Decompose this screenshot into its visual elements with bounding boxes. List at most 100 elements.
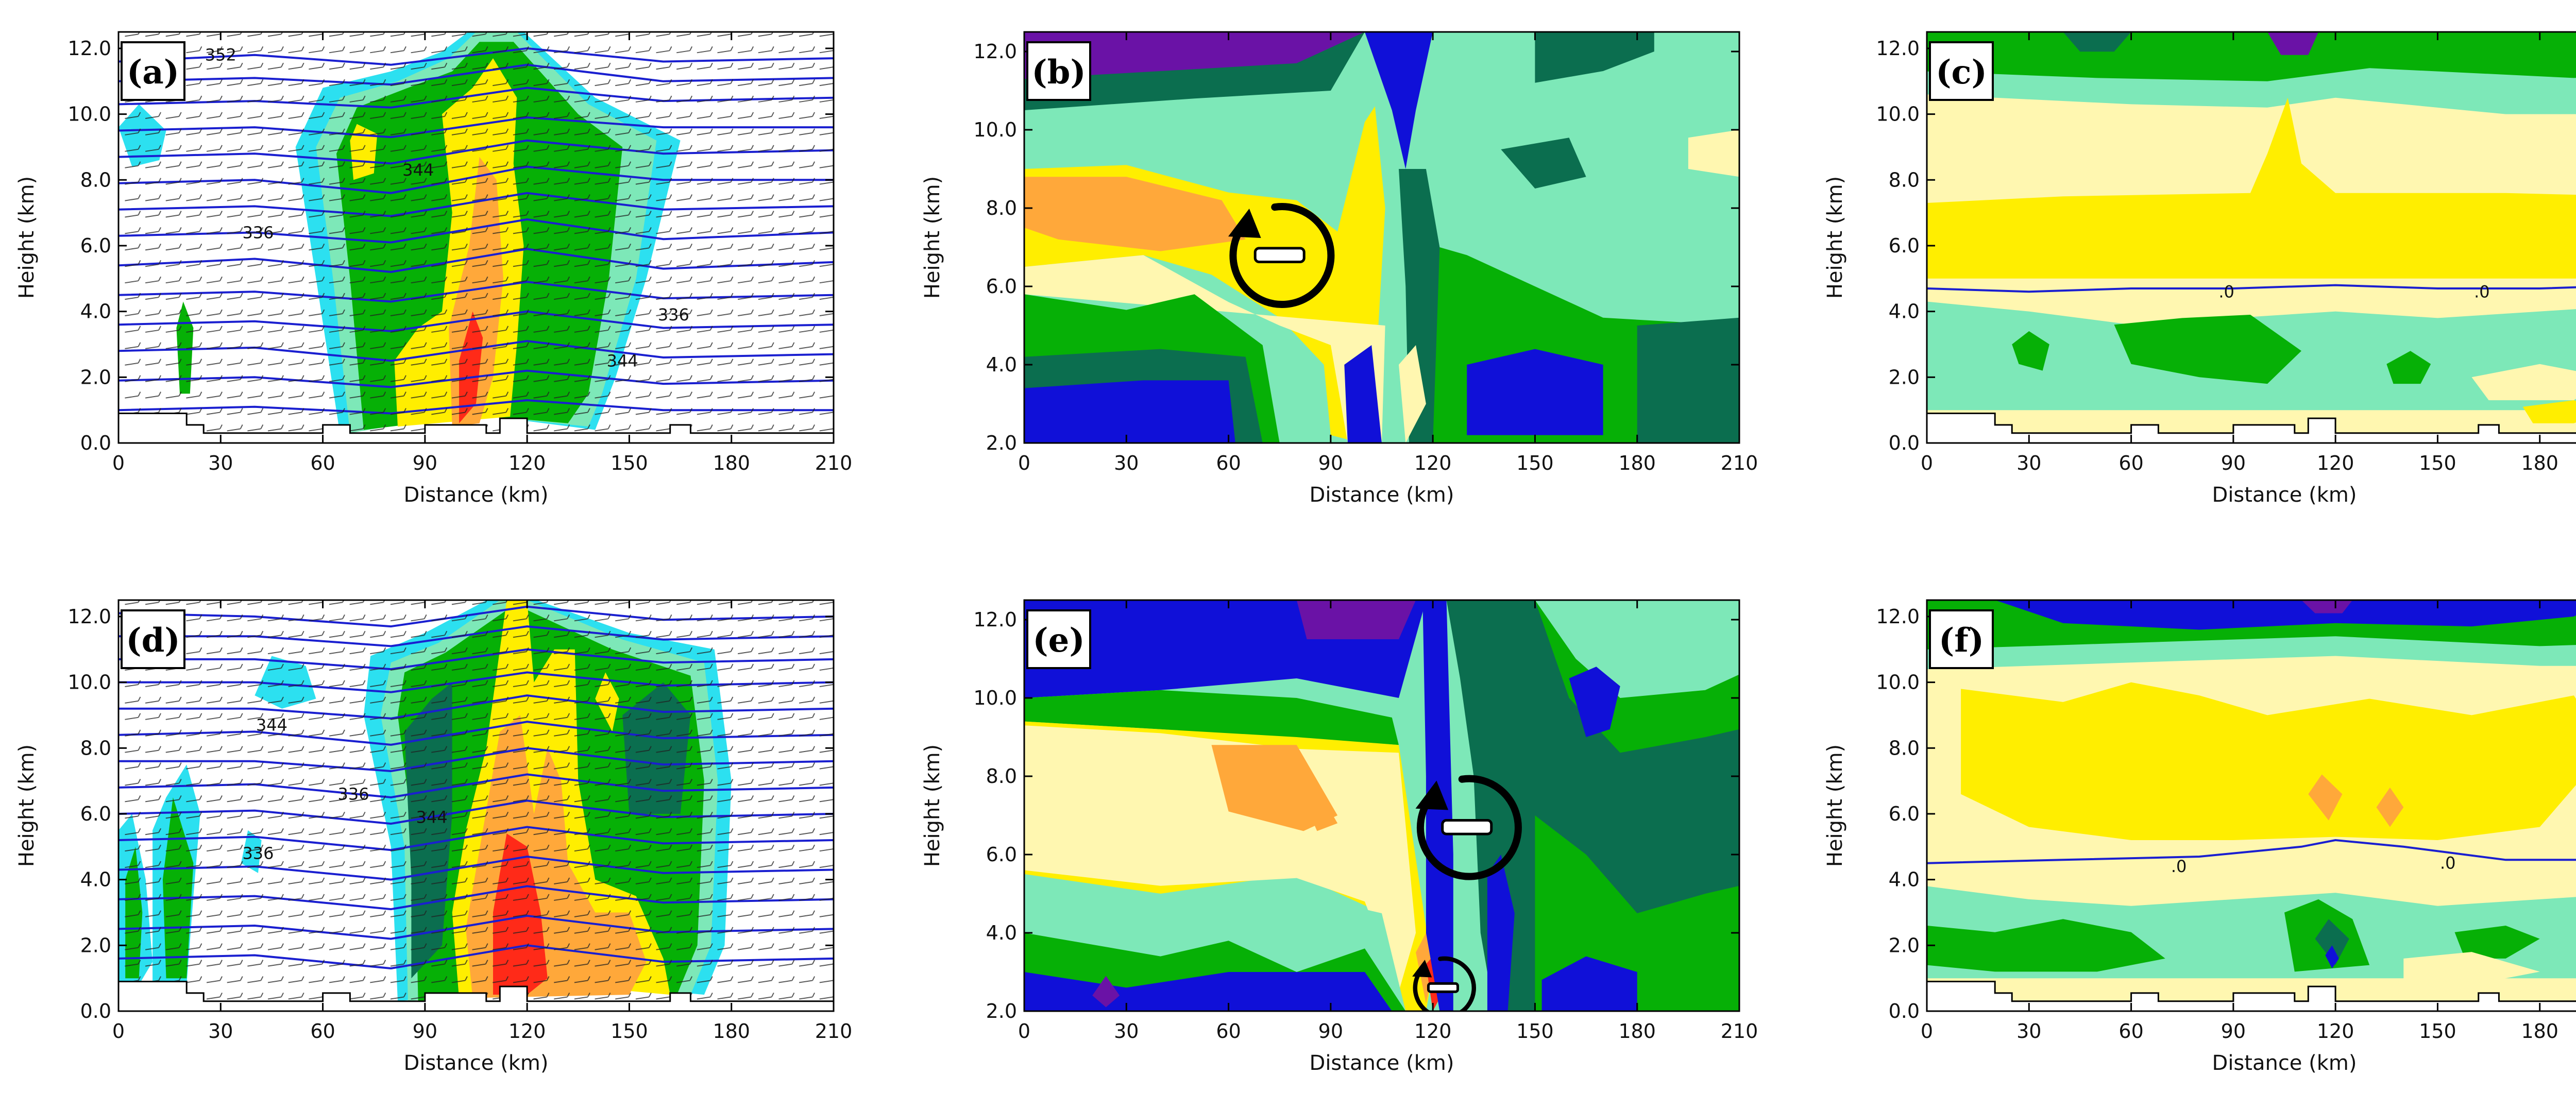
wind-barb [676, 729, 693, 737]
wind-barb [267, 680, 284, 687]
wind-barb [737, 910, 754, 917]
wind-barb [554, 391, 570, 399]
wind-barb [247, 861, 264, 868]
fill-region-dkgreen [2315, 919, 2349, 965]
wind-barb [431, 943, 448, 950]
wind-barb [574, 614, 590, 622]
wind-barb [227, 309, 243, 317]
fill-region-green [1024, 690, 1399, 745]
wind-barb [676, 342, 693, 349]
wind-barb [778, 663, 795, 671]
wind-barb [390, 762, 406, 770]
wind-barb [737, 276, 754, 284]
wind-barb [125, 943, 141, 950]
wind-barb [737, 630, 754, 638]
wind-barb [697, 424, 713, 432]
wind-barb [186, 877, 202, 885]
y-tick-label: 10.0 [973, 118, 1017, 141]
wind-barb [206, 713, 223, 720]
wind-barb [165, 293, 182, 300]
wind-barb [288, 647, 304, 655]
wind-barb [799, 260, 816, 267]
wind-barb [717, 762, 734, 770]
wind-barb [717, 663, 734, 671]
wind-barb [370, 746, 386, 753]
wind-barb [227, 861, 243, 868]
wind-barb [493, 976, 509, 983]
wind-barb [676, 894, 693, 901]
wind-barb [513, 943, 529, 950]
wind-barb [145, 391, 161, 399]
wind-barb [554, 161, 570, 168]
wind-barb [451, 811, 468, 819]
wind-barb [656, 342, 672, 349]
wind-barb [574, 795, 590, 803]
wind-barb [390, 927, 406, 934]
wind-barb [656, 630, 672, 638]
wind-barb [267, 326, 284, 333]
wind-barb [513, 927, 529, 934]
wind-barb [493, 647, 509, 655]
wind-barb [799, 95, 816, 103]
wind-barb [778, 976, 795, 983]
wind-barb [635, 811, 652, 819]
wind-barb [554, 713, 570, 720]
panel-label-box [1929, 609, 1994, 669]
wind-barb [799, 112, 816, 119]
wind-barb [656, 927, 672, 934]
wind-barb [349, 243, 366, 251]
wind-barb [125, 795, 141, 803]
wind-barb [472, 326, 488, 333]
wind-barb [451, 79, 468, 87]
wind-barb [390, 145, 406, 152]
terrain [1927, 981, 2576, 1011]
fill-region-ltyellow [1399, 345, 1426, 443]
x-tick-label: 30 [208, 1020, 233, 1043]
wind-barb [758, 293, 774, 300]
wind-barb [206, 927, 223, 934]
wind-barb [615, 79, 632, 87]
wind-barb [758, 630, 774, 638]
wind-barb [758, 877, 774, 885]
wind-barb [615, 112, 632, 119]
wind-barb [329, 194, 345, 201]
wind-barb [574, 326, 590, 333]
wind-barb [309, 243, 325, 251]
wind-barb [758, 79, 774, 87]
wind-barb [533, 663, 550, 671]
wind-barb [717, 630, 734, 638]
wind-barb [186, 359, 202, 366]
wind-barb [125, 779, 141, 786]
wind-barb [533, 178, 550, 185]
wind-barb [370, 680, 386, 687]
wind-barb [595, 746, 611, 753]
wind-barb [186, 227, 202, 234]
wind-barb [125, 326, 141, 333]
wind-barb [309, 79, 325, 87]
wind-barb [288, 293, 304, 300]
wind-barb [615, 161, 632, 168]
wind-barb [574, 746, 590, 753]
wind-barb [533, 762, 550, 770]
wind-barb [595, 424, 611, 432]
wind-barb [799, 746, 816, 753]
wind-barb [799, 844, 816, 852]
wind-barb [574, 145, 590, 152]
wind-barb [472, 795, 488, 803]
wind-barb [472, 844, 488, 852]
wind-barb [717, 976, 734, 983]
wind-barb [513, 811, 529, 819]
wind-barb [493, 910, 509, 917]
x-tick-label: 90 [2221, 452, 2246, 474]
wind-barb [493, 746, 509, 753]
wind-barb [227, 128, 243, 135]
terrain [1927, 413, 2576, 443]
wind-barb [717, 960, 734, 967]
wind-barb [186, 95, 202, 103]
wind-barb [656, 112, 672, 119]
wind-barb [554, 729, 570, 737]
wind-barb [390, 260, 406, 267]
wind-barb [267, 779, 284, 786]
wind-barb [267, 795, 284, 803]
wind-barb [493, 960, 509, 967]
